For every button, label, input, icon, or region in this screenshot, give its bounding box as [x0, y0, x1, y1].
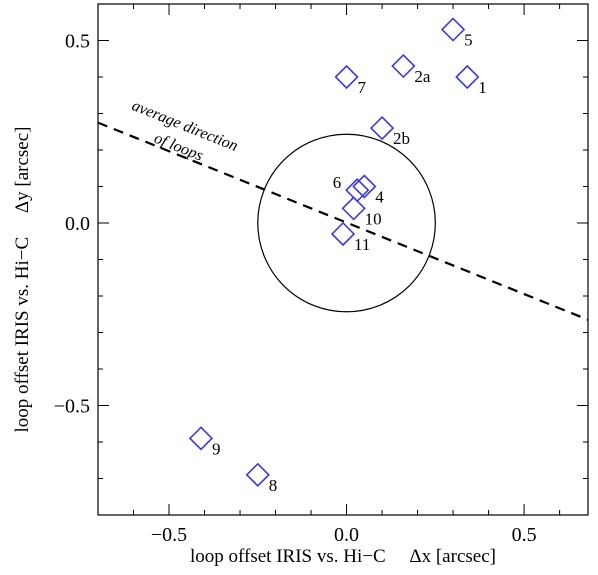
x-tick-label: 0.5	[512, 524, 537, 546]
data-point-11: 11	[330, 221, 370, 254]
point-label: 2b	[393, 129, 410, 148]
diamond-marker	[341, 196, 366, 221]
point-label: 1	[478, 78, 487, 97]
average-direction-annotation: average direction of loops	[121, 97, 244, 177]
diamond-marker	[188, 426, 214, 451]
diamond-marker	[330, 221, 356, 247]
point-label: 7	[358, 78, 367, 97]
point-label: 5	[464, 31, 473, 50]
point-label: 11	[354, 235, 370, 254]
point-label: 6	[333, 173, 342, 192]
y-tick-label: 0.0	[65, 213, 90, 235]
data-point-2a: 2a	[391, 53, 431, 86]
data-point-9: 9	[188, 426, 221, 458]
point-label: 10	[365, 209, 382, 228]
diamond-marker	[352, 174, 377, 199]
data-point-2b: 2b	[369, 115, 410, 148]
diamond-marker	[455, 64, 480, 90]
x-axis-label: loop offset IRIS vs. Hi−C Δx [arcsec]	[190, 546, 496, 567]
reference-circle	[257, 133, 436, 313]
axis-ticks	[97, 3, 588, 516]
x-tick-label: −0.5	[151, 524, 187, 546]
data-point-1: 1	[455, 64, 487, 97]
diamond-marker	[391, 53, 416, 79]
data-point-10: 10	[341, 196, 382, 228]
diamond-marker	[440, 17, 466, 42]
y-axis-label: loop offset IRIS vs. Hi−C Δy [arcsec]	[12, 127, 33, 433]
data-point-8: 8	[245, 462, 278, 495]
diamond-marker	[245, 462, 270, 487]
diamond-marker	[369, 115, 395, 141]
point-label: 4	[375, 188, 384, 207]
data-point-7: 7	[334, 64, 367, 97]
y-tick-label: 0.5	[65, 31, 90, 53]
plot-frame	[97, 3, 589, 516]
point-label: 9	[212, 439, 221, 458]
data-point-5: 5	[440, 17, 473, 50]
diamond-marker	[334, 64, 359, 90]
plot-area: 1 2a 2b 4 5 6 7 8 9 10 11	[97, 3, 589, 516]
x-tick-label: 0.0	[334, 524, 359, 546]
tick-labels: −0.5 0.0 0.5 −0.5 0.0 0.5	[54, 31, 537, 547]
average-direction-line	[97, 121, 589, 321]
data-point-4: 4	[352, 174, 384, 207]
data-points: 1 2a 2b 4 5 6 7 8 9 10 11	[188, 17, 487, 495]
point-label: 8	[269, 476, 278, 495]
y-tick-label: −0.5	[54, 396, 90, 418]
point-label: 2a	[414, 67, 431, 86]
